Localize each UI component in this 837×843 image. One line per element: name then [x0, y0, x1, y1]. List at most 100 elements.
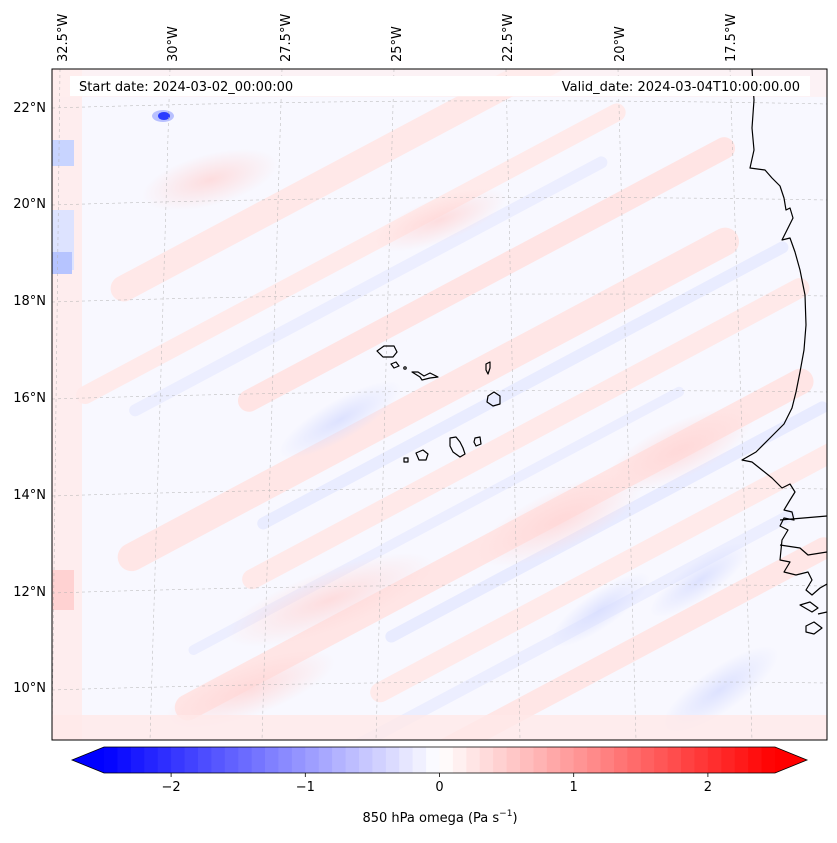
- latitude-labels: 22°N 20°N 18°N 16°N 14°N 12°N 10°N: [13, 101, 46, 696]
- lat-label-16n: 16°N: [13, 391, 46, 406]
- colorbar-cell: [520, 747, 535, 773]
- colorbar-cell: [385, 747, 400, 773]
- lat-label-20n: 20°N: [13, 197, 46, 212]
- colorbar-cell: [587, 747, 602, 773]
- start-date-label: Start date: 2024-03-02_00:00:00: [79, 80, 293, 95]
- colorbar-cell: [399, 747, 414, 773]
- island-boa-vista: [486, 391, 501, 407]
- colorbar-cell: [144, 747, 159, 773]
- island-santa-luzia: [403, 366, 407, 370]
- colorbar-tick-label: −1: [296, 780, 315, 795]
- colorbar-cell: [278, 747, 293, 773]
- colorbar-cell: [640, 747, 655, 773]
- island-sal: [485, 361, 491, 375]
- lat-label-14n: 14°N: [13, 488, 46, 503]
- valid-date-label: Valid_date: 2024-03-04T10:00:00.00: [562, 80, 800, 95]
- lon-label-32-5w: 32.5°W: [56, 14, 71, 62]
- colorbar-cell: [372, 747, 387, 773]
- island-sao-vicente: [390, 361, 400, 369]
- colorbar-cell: [265, 747, 280, 773]
- longitude-labels: 32.5°W 30°W 27.5°W 25°W 22.5°W 20°W 17.5…: [56, 14, 739, 62]
- colorbar-cell: [157, 747, 172, 773]
- colorbar-cell: [761, 747, 776, 773]
- island-maio: [473, 436, 482, 447]
- island-fogo: [415, 449, 429, 461]
- colorbar-cell: [332, 747, 347, 773]
- colorbar-cell: [493, 747, 508, 773]
- lon-label-20w: 20°W: [613, 26, 628, 62]
- colorbar-label-main: 850 hPa omega (Pa s: [362, 811, 499, 826]
- colorbar-cell: [681, 747, 696, 773]
- colorbar-high-extend: [775, 747, 807, 773]
- island-santiago: [449, 436, 466, 458]
- colorbar-tick-label: 0: [435, 780, 443, 795]
- colorbar-cell: [117, 747, 132, 773]
- colorbar-cell: [546, 747, 561, 773]
- colorbar-cell: [573, 747, 588, 773]
- map-frame: [51, 68, 828, 741]
- colorbar-cell: [694, 747, 709, 773]
- colorbar-cell: [707, 747, 722, 773]
- colorbar-cell: [734, 747, 749, 773]
- lat-label-22n: 22°N: [13, 101, 46, 116]
- colorbar-cells: [104, 747, 776, 773]
- colorbar-cell: [130, 747, 145, 773]
- colorbar-tick-label: −2: [162, 780, 181, 795]
- colorbar-cell: [305, 747, 320, 773]
- colorbar-cell: [238, 747, 253, 773]
- colorbar-cell: [613, 747, 628, 773]
- colorbar-cell: [412, 747, 427, 773]
- graticule: [52, 69, 827, 740]
- colorbar-cell: [171, 747, 186, 773]
- colorbar-cell: [452, 747, 467, 773]
- colorbar-tick-label: 2: [704, 780, 712, 795]
- colorbar-cell: [318, 747, 333, 773]
- colorbar-tick-label: 1: [570, 780, 578, 795]
- date-banner: [70, 76, 810, 96]
- lon-label-27-5w: 27.5°W: [279, 14, 294, 62]
- colorbar-cell: [184, 747, 199, 773]
- colorbar-cell: [466, 747, 481, 773]
- lon-label-25w: 25°W: [390, 26, 405, 62]
- colorbar-cell: [211, 747, 226, 773]
- colorbar-cell: [426, 747, 441, 773]
- lat-label-18n: 18°N: [13, 294, 46, 309]
- colorbar-cell: [291, 747, 306, 773]
- colorbar-cell: [667, 747, 682, 773]
- colorbar-label-sup: −1: [499, 809, 512, 819]
- colorbar-cell: [224, 747, 239, 773]
- coastline: [741, 69, 827, 635]
- colorbar-cell: [251, 747, 266, 773]
- lon-label-30w: 30°W: [166, 26, 181, 62]
- colorbar-cell: [506, 747, 521, 773]
- island-brava: [403, 457, 409, 463]
- colorbar-cell: [600, 747, 615, 773]
- africa-coastline: [741, 69, 827, 596]
- lat-label-10n: 10°N: [13, 681, 46, 696]
- colorbar-cell: [345, 747, 360, 773]
- colorbar-cell: [104, 747, 119, 773]
- colorbar-cell: [721, 747, 736, 773]
- colorbar-cell: [197, 747, 212, 773]
- lon-label-17-5w: 17.5°W: [724, 14, 739, 62]
- colorbar-outline: [70, 746, 809, 774]
- colorbar-cell: [654, 747, 669, 773]
- island-santo-antao: [376, 345, 398, 358]
- lon-label-22-5w: 22.5°W: [501, 14, 516, 62]
- islands: [376, 345, 501, 463]
- colorbar-cell: [533, 747, 548, 773]
- colorbar-cell: [627, 747, 642, 773]
- colorbar-cell: [439, 747, 454, 773]
- colorbar-label-end: ): [512, 811, 517, 826]
- colorbar-low-extend: [72, 747, 104, 773]
- island-sao-nicolau: [411, 371, 439, 381]
- colorbar-cell: [479, 747, 494, 773]
- colorbar-label: 850 hPa omega (Pa s−1): [362, 809, 517, 826]
- colorbar-cell: [358, 747, 373, 773]
- lat-label-12n: 12°N: [13, 585, 46, 600]
- colorbar-cell: [560, 747, 575, 773]
- colorbar: −2 −1 0 1 2 850 hPa omega (Pa s−1): [70, 746, 809, 826]
